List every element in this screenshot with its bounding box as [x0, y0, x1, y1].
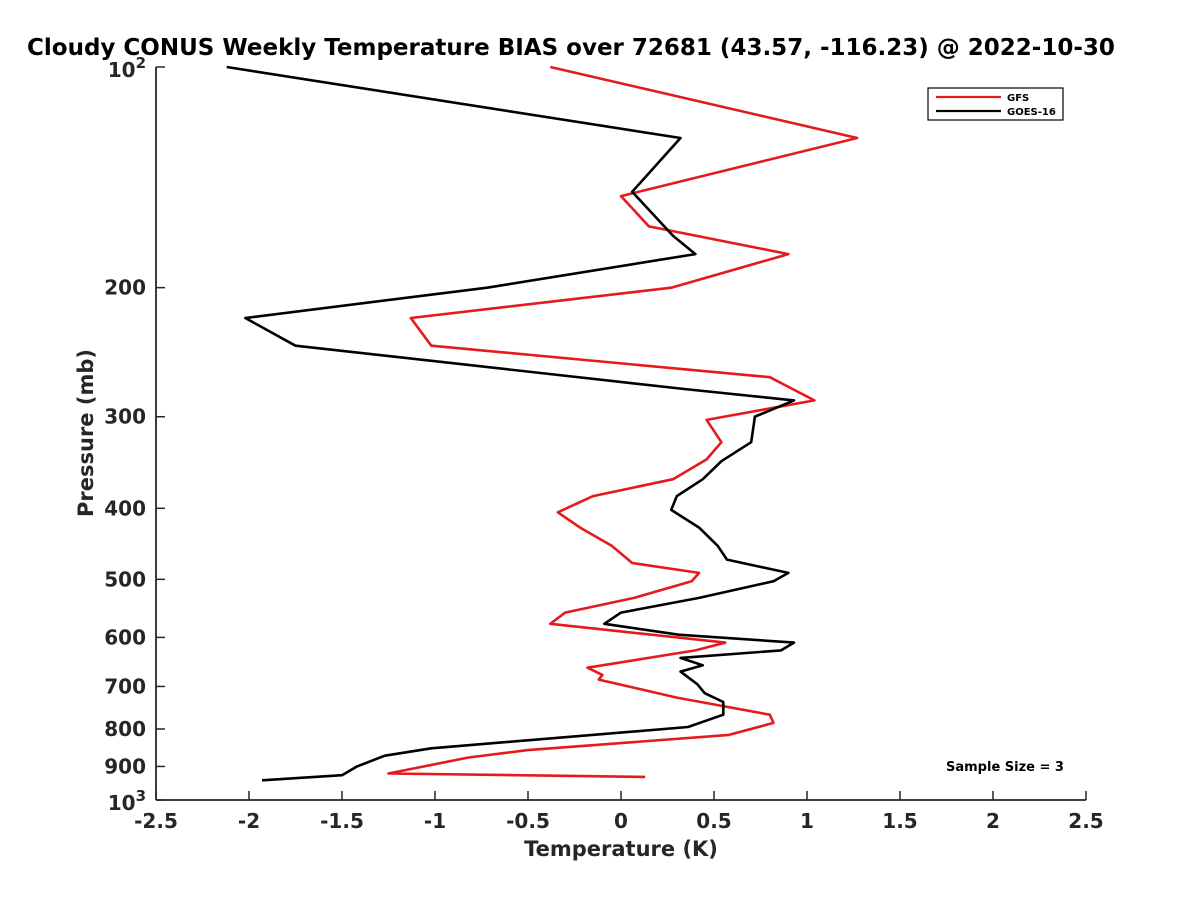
- x-tick-label: -2: [238, 809, 260, 833]
- chart-title: Cloudy CONUS Weekly Temperature BIAS ove…: [27, 35, 1115, 61]
- series-line-goes16: [226, 65, 796, 782]
- x-axis-label: Temperature (K): [524, 837, 718, 861]
- y-axis-label: Pressure (mb): [74, 349, 98, 517]
- x-tick-label: 2.5: [1068, 809, 1103, 833]
- x-tick-label: -2.5: [134, 809, 178, 833]
- sample-size-annotation: Sample Size = 3: [946, 760, 1064, 775]
- y-tick-label: 700: [104, 674, 146, 698]
- y-tick-label: 400: [104, 496, 146, 520]
- y-tick-label: 800: [104, 717, 146, 741]
- y-tick-label: 300: [104, 405, 146, 429]
- x-tick-label: -1: [424, 809, 446, 833]
- y-axis-ticks: 102 200 300 400 500 600 700 800 900 103: [104, 54, 165, 815]
- legend-label-goes16: GOES-16: [1007, 107, 1056, 118]
- x-tick-label: 0: [614, 809, 628, 833]
- x-tick-label: 0.5: [696, 809, 731, 833]
- plot-lines: [226, 65, 859, 782]
- x-axis-ticks: -2.5 -2 -1.5 -1 -0.5 0 0.5 1 1.5 2 2.5: [134, 791, 1104, 833]
- x-tick-label: 2: [986, 809, 1000, 833]
- legend: GFS GOES-16: [927, 87, 1064, 121]
- series-line-gfs: [387, 65, 859, 779]
- y-tick-label: 103: [108, 787, 146, 815]
- y-tick-label: 600: [104, 625, 146, 649]
- legend-box: [927, 87, 1064, 121]
- x-tick-label: -0.5: [506, 809, 550, 833]
- x-tick-label: -1.5: [320, 809, 364, 833]
- y-tick-label: 200: [104, 276, 146, 300]
- x-tick-label: 1.5: [882, 809, 917, 833]
- legend-label-gfs: GFS: [1007, 93, 1029, 104]
- y-tick-label: 500: [104, 567, 146, 591]
- y-tick-label: 900: [104, 754, 146, 778]
- x-tick-label: 1: [800, 809, 814, 833]
- y-tick-label: 102: [108, 54, 146, 82]
